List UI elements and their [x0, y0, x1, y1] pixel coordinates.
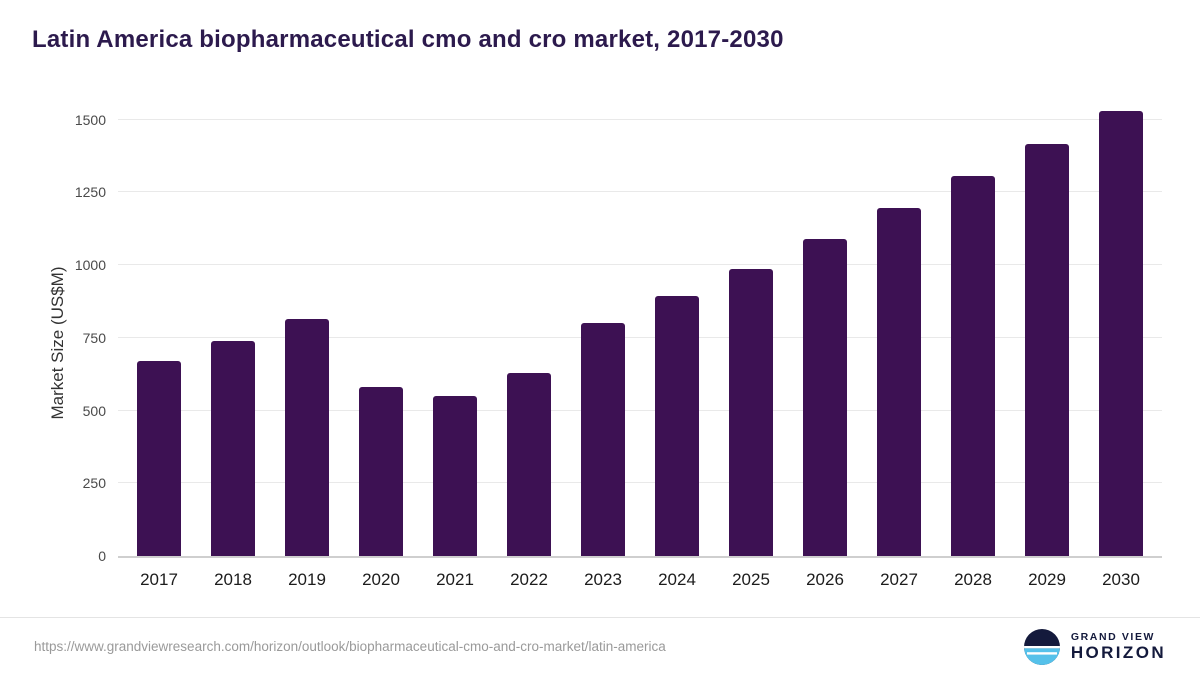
grid-line — [118, 482, 1162, 484]
bar-column — [566, 108, 640, 556]
grid-line — [118, 118, 1162, 120]
bar-2026 — [803, 238, 847, 556]
bar-column — [714, 108, 788, 556]
x-tick-label: 2029 — [1028, 570, 1066, 589]
horizon-circle-icon — [1023, 628, 1060, 665]
x-tick-label: 2019 — [288, 570, 326, 589]
x-tick-label: 2024 — [658, 570, 696, 589]
bar-2030 — [1099, 110, 1143, 556]
bar-column — [1084, 108, 1158, 556]
y-tick-label: 0 — [98, 548, 106, 564]
x-tick-label: 2020 — [362, 570, 400, 589]
y-tick-label: 250 — [82, 475, 106, 492]
bar-column — [862, 108, 936, 556]
bar-2021 — [433, 396, 477, 556]
bar-2019 — [285, 318, 329, 556]
x-tick-label: 2027 — [880, 570, 918, 589]
bar-2028 — [951, 176, 995, 556]
grid-line — [118, 264, 1162, 266]
page-title: Latin America biopharmaceutical cmo and … — [32, 26, 784, 53]
bar-column — [492, 108, 566, 556]
grid-line — [118, 336, 1162, 338]
grid-line — [118, 409, 1162, 411]
x-tick-label: 2022 — [510, 570, 548, 589]
bar-2018 — [211, 340, 255, 556]
x-tick-label: 2026 — [806, 570, 844, 589]
bars-container — [118, 108, 1162, 556]
y-tick-label: 1250 — [74, 184, 106, 201]
footer: https://www.grandviewresearch.com/horizo… — [0, 617, 1200, 675]
bar-2017 — [137, 361, 181, 556]
bar-chart: Market Size (US$M) 0 250 500 750 1000 1250 150… — [0, 108, 1200, 590]
x-tick-label: 2021 — [436, 570, 474, 589]
grid-line — [118, 191, 1162, 193]
y-tick-label: 500 — [82, 402, 106, 419]
x-tick-label: 2023 — [584, 570, 622, 589]
bar-column — [418, 108, 492, 556]
brand-name-bottom: HORIZON — [1070, 642, 1166, 662]
bar-2024 — [655, 295, 699, 556]
source-url: https://www.grandviewresearch.com/horizo… — [34, 639, 666, 654]
x-tick-label: 2028 — [954, 570, 992, 589]
bar-column — [344, 108, 418, 556]
brand-text: GRAND VIEW HORIZON — [1071, 631, 1166, 663]
bar-column — [270, 108, 344, 556]
x-tick-label: 2018 — [214, 570, 252, 589]
bar-2025 — [729, 269, 773, 556]
brand-name-top: GRAND VIEW — [1070, 630, 1156, 643]
bar-column — [936, 108, 1010, 556]
plot-area: 0 250 500 750 1000 1250 1500 — [75, 108, 1162, 564]
bar-column — [788, 108, 862, 556]
bar-2023 — [581, 323, 625, 556]
bar-column — [196, 108, 270, 556]
bar-2022 — [507, 372, 551, 556]
bar-column — [640, 108, 714, 556]
x-tick-label: 2030 — [1102, 570, 1140, 589]
bar-2029 — [1025, 144, 1069, 556]
brand-logo: GRAND VIEW HORIZON — [1023, 628, 1166, 666]
y-tick-label: 1000 — [74, 257, 106, 274]
x-tick-label: 2025 — [732, 570, 770, 589]
y-tick-label: 750 — [82, 329, 106, 346]
bar-2027 — [877, 208, 921, 556]
x-tick-label: 2017 — [140, 570, 178, 589]
bar-2020 — [359, 387, 403, 556]
bar-column — [1010, 108, 1084, 556]
bar-column — [122, 108, 196, 556]
x-axis-labels: 2017 2018 2019 2020 2021 2022 2023 2024 2025 2026… — [118, 558, 1162, 590]
y-tick-label: 1500 — [74, 111, 106, 128]
